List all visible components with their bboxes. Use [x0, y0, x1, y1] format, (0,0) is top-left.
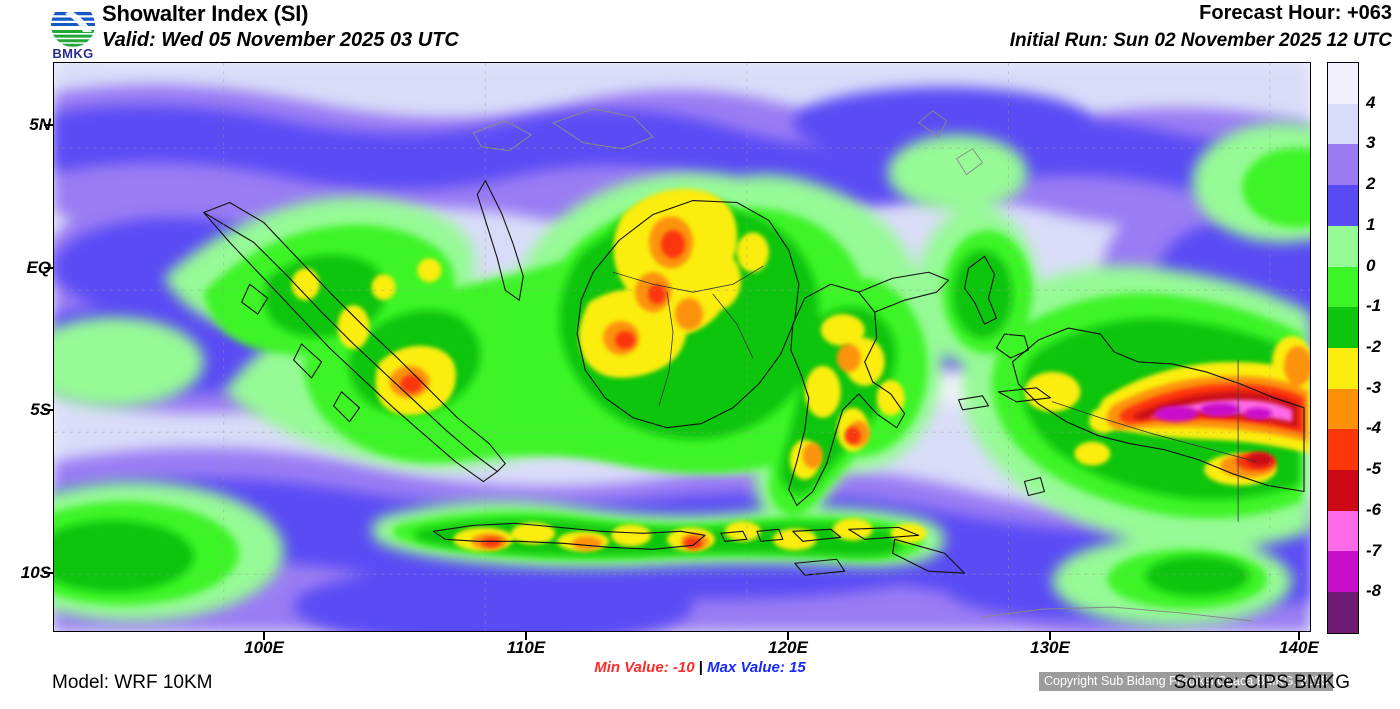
colorbar-tick-minus1: -1 [1366, 296, 1382, 316]
colorbar-band-8 [1328, 388, 1358, 430]
colorbar-tick-0: 0 [1366, 255, 1376, 275]
map-plot-area: Copyright Sub Bidang Prediksi Cuaca BMKG… [53, 62, 1334, 691]
page-title: Showalter Index (SI) [102, 1, 309, 26]
colorbar-band-9 [1328, 429, 1358, 471]
x-axis-tick-130e [1049, 632, 1051, 640]
bmkg-logo-label: BMKG [52, 46, 94, 61]
colorbar-tick-minus4: -4 [1366, 418, 1382, 438]
colorbar-band-7 [1328, 347, 1358, 389]
coastlines [203, 108, 1305, 622]
max-value-label: Max Value: 15 [707, 659, 806, 676]
showalter-index-field [54, 63, 1310, 631]
copyright-watermark: Copyright Sub Bidang Prediksi Cuaca BMKG… [1039, 672, 1334, 691]
y-axis-tick-10s [44, 572, 53, 574]
colorbar-band-2 [1328, 144, 1358, 186]
x-axis-label-110e: 110E [506, 638, 546, 657]
y-axis-tick-5n [44, 124, 53, 126]
y-axis-label-5s: 5S [30, 400, 51, 419]
colorbar-tick-3: 3 [1366, 133, 1376, 153]
colorbar-band-6 [1328, 307, 1358, 348]
x-axis-tick-120e [787, 632, 789, 640]
colorbar-tick-2: 2 [1366, 174, 1376, 194]
colorbar-tick-4: 4 [1366, 92, 1376, 112]
y-axis-label-5n: 5N [29, 115, 51, 134]
min-max-value-label: Min Value: -10 | Max Value: 15 [594, 659, 806, 676]
x-axis-tick-140e [1298, 632, 1300, 640]
colorbar-tick-1: 1 [1366, 214, 1376, 234]
colorbar-tick-minus7: -7 [1366, 540, 1382, 560]
bmkg-logo-mark [51, 3, 95, 47]
x-axis-tick-100e [263, 632, 265, 640]
colorbar-band-12 [1328, 551, 1358, 593]
bmkg-logo: BMKG [44, 2, 102, 61]
colorbar-band-13 [1328, 592, 1358, 633]
min-max-separator: | [698, 659, 703, 676]
colorbar-band-4 [1328, 225, 1358, 267]
graticule [54, 63, 1310, 631]
valid-time-label: Valid: Wed 05 November 2025 03 UTC [102, 29, 459, 51]
colorbar-band-5 [1328, 266, 1358, 308]
si-band-minus8 [1154, 402, 1273, 422]
x-axis-label-100e: 100E [244, 638, 284, 657]
x-axis-label-120e: 120E [768, 638, 808, 657]
colorbar-tick-minus8: -8 [1366, 581, 1382, 601]
y-axis-label-10s: 10S [20, 563, 51, 582]
colorbar-band-11 [1328, 510, 1358, 552]
colorbar-band-10 [1328, 470, 1358, 511]
colorbar-band-1 [1328, 103, 1358, 145]
y-axis-label-eq: EQ [26, 258, 51, 277]
source-label: Source: CIPS BMKG [1173, 672, 1350, 693]
colorbar-tick-minus3: -3 [1366, 377, 1382, 397]
model-label: Model: WRF 10KM [52, 672, 213, 693]
y-axis-tick-eq [44, 267, 53, 269]
x-axis-tick-110e [525, 632, 527, 640]
colorbar-tick-minus2: -2 [1366, 337, 1382, 356]
colorbar-tick-minus6: -6 [1366, 499, 1382, 519]
x-axis-label-130e: 130E [1030, 638, 1070, 657]
x-axis-label-140e: 140E [1279, 638, 1319, 657]
colorbar [1327, 62, 1359, 634]
header-bar: BMKG Showalter Index (SI) Valid: Wed 05 … [0, 0, 1400, 62]
colorbar-band-3 [1328, 185, 1358, 226]
colorbar-band-0 [1328, 63, 1358, 104]
min-value-label: Min Value: -10 [594, 659, 695, 676]
colorbar-tick-minus5: -5 [1366, 459, 1382, 479]
initial-run-label: Initial Run: Sun 02 November 2025 12 UTC [1009, 30, 1392, 51]
forecast-hour-label: Forecast Hour: +063 [1199, 2, 1392, 24]
y-axis-tick-5s [44, 409, 53, 411]
